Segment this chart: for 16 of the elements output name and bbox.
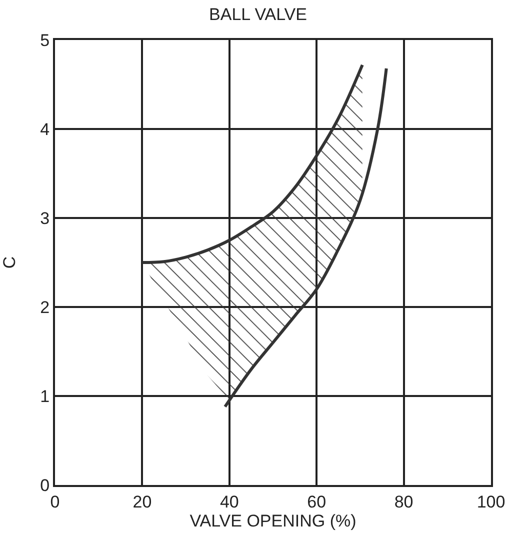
line-series (140, 63, 364, 264)
chart-title: BALL VALVE (209, 5, 307, 24)
x-tick-label: 80 (394, 492, 414, 512)
x-tick-label: 60 (307, 492, 326, 512)
line-series (224, 66, 388, 408)
y-tick-label: 0 (40, 476, 50, 495)
y-tick-label: 2 (40, 298, 50, 317)
x-tick-label: 40 (220, 492, 239, 512)
y-tick-label: 4 (40, 120, 50, 139)
y-axis-title: C (0, 256, 19, 269)
x-axis-title: VALVE OPENING (%) (190, 511, 356, 530)
y-tick-label: 5 (40, 30, 50, 50)
x-tick-label: 100 (476, 492, 506, 512)
y-tick-label: 3 (40, 208, 50, 228)
x-tick-label: 20 (132, 492, 152, 512)
y-tick-label: 1 (40, 386, 50, 406)
